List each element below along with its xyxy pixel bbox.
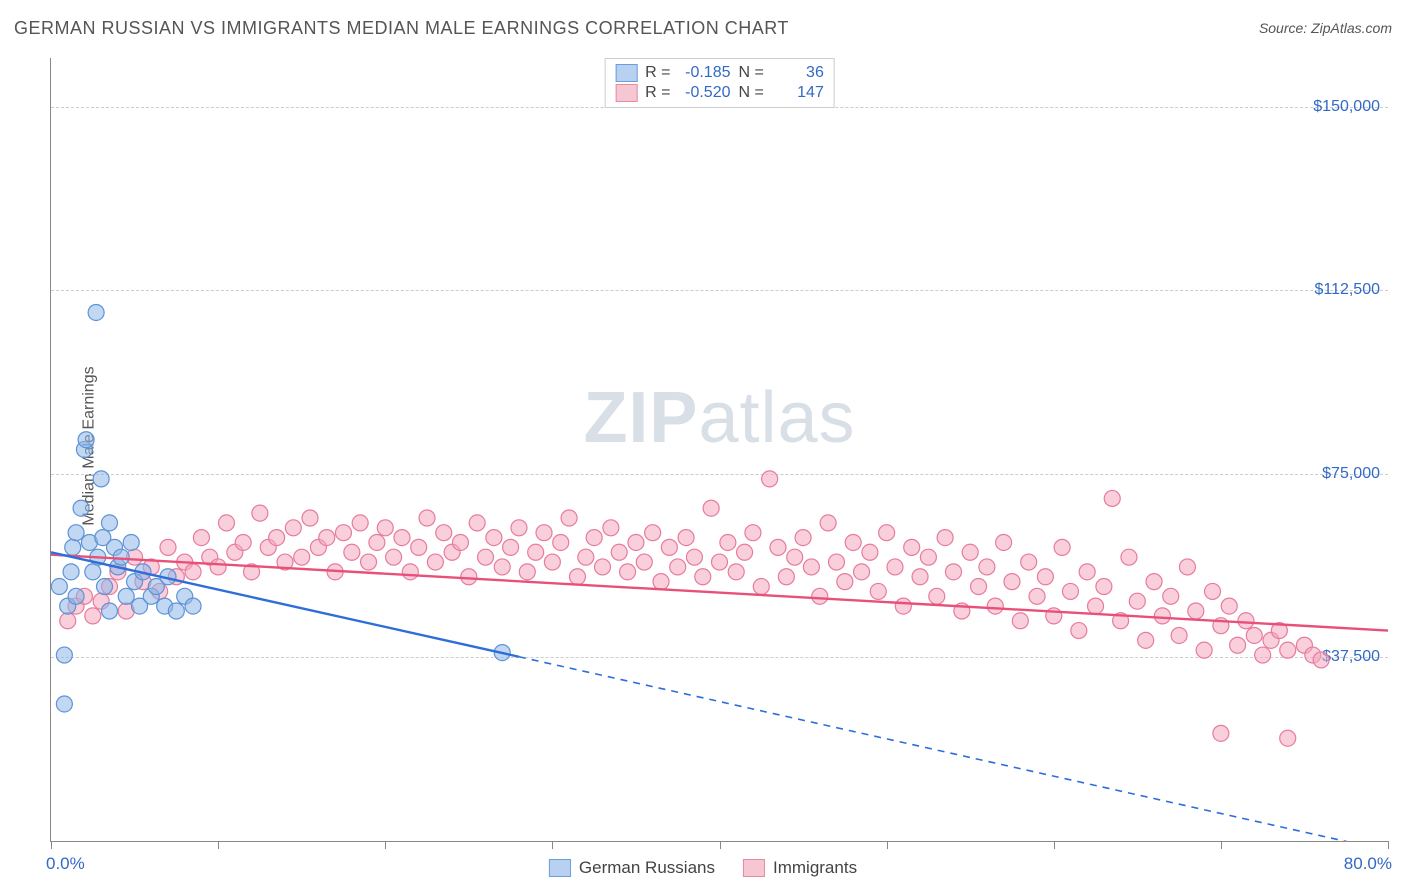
chart-title: GERMAN RUSSIAN VS IMMIGRANTS MEDIAN MALE… bbox=[14, 18, 789, 38]
source-attribution: Source: ZipAtlas.com bbox=[1259, 20, 1392, 36]
swatch-pink bbox=[743, 859, 765, 877]
stats-row-blue: R = -0.185 N = 36 bbox=[615, 63, 824, 83]
stats-legend: R = -0.185 N = 36 R = -0.520 N = 147 bbox=[604, 58, 835, 108]
x-min-label: 0.0% bbox=[46, 854, 85, 874]
series-legend: German Russians Immigrants bbox=[549, 858, 857, 878]
legend-item-pink: Immigrants bbox=[743, 858, 857, 878]
stats-row-pink: R = -0.520 N = 147 bbox=[615, 83, 824, 103]
chart-header: GERMAN RUSSIAN VS IMMIGRANTS MEDIAN MALE… bbox=[14, 18, 1392, 48]
legend-label-blue: German Russians bbox=[579, 858, 715, 878]
plot-area: ZIPatlas R = -0.185 N = 36 R = -0.520 N … bbox=[50, 58, 1388, 842]
legend-item-blue: German Russians bbox=[549, 858, 715, 878]
swatch-blue bbox=[549, 859, 571, 877]
legend-label-pink: Immigrants bbox=[773, 858, 857, 878]
swatch-pink bbox=[615, 84, 637, 102]
chart-svg bbox=[51, 58, 1388, 841]
swatch-blue bbox=[615, 64, 637, 82]
x-max-label: 80.0% bbox=[1344, 854, 1392, 874]
